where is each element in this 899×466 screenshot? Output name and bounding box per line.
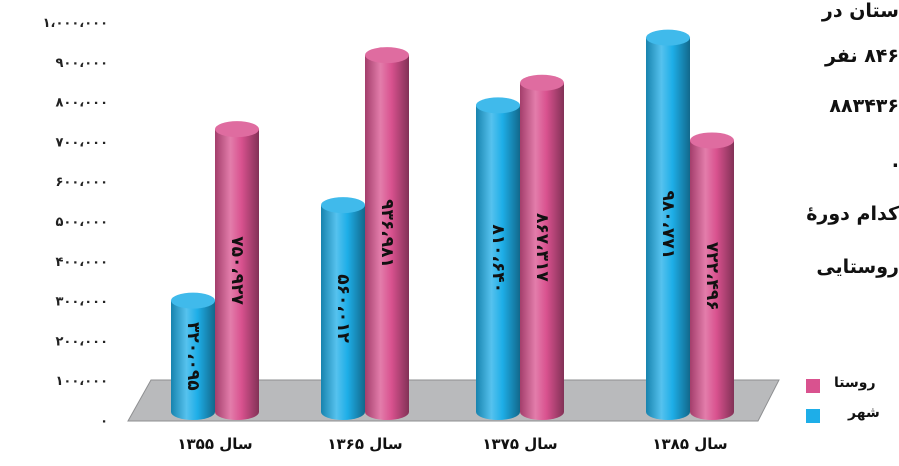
bar-value-label: ۵۶۰،۰۱۲ <box>333 274 353 343</box>
bar-top <box>215 121 259 138</box>
bar-top <box>365 47 409 64</box>
y-tick-label: ۲۰۰،۰۰۰ <box>55 334 108 349</box>
bar-body <box>171 300 215 420</box>
y-tick-label: ۶۰۰،۰۰۰ <box>55 175 108 190</box>
bar-value-label: ۳۲۰،۰۹۵ <box>183 322 203 391</box>
bar-body <box>646 37 690 421</box>
side-text-line: ۸۸۳۴۳۶ <box>829 95 899 117</box>
y-tick-label: ۱۰۰،۰۰۰ <box>55 374 108 389</box>
side-text-line: روستایی <box>816 256 899 278</box>
side-text-line: ستان در <box>821 0 899 22</box>
bar-top <box>321 197 365 214</box>
legend-swatch-urban <box>806 409 820 423</box>
y-tick-label: ۴۰۰،۰۰۰ <box>55 255 108 270</box>
legend-label-urban: شهر <box>848 405 880 421</box>
legend-swatch-rural <box>806 379 820 393</box>
x-category-label: سال ۱۳۶۵ <box>327 435 402 453</box>
y-tick-label: ۹۰۰،۰۰۰ <box>55 56 108 71</box>
bar-value-label: ۸۶۷،۳۱۷ <box>532 213 552 282</box>
x-category-label: سال ۱۳۷۵ <box>482 435 557 453</box>
bar-value-label: ۷۲۲،۴۹۶ <box>702 242 722 311</box>
legend-label-rural: روستا <box>834 375 876 391</box>
y-tick-label: ۳۰۰،۰۰۰ <box>55 295 108 310</box>
x-category-label: سال ۱۳۵۵ <box>177 435 252 453</box>
bar-body <box>690 140 734 420</box>
bar-value-label: ۷۵۰،۹۲۷ <box>227 236 247 305</box>
bar-body <box>215 129 259 421</box>
bar-value-label: ۸۱۰،۶۴۰ <box>488 224 508 293</box>
side-text-line: کدام دورهٔ <box>806 203 899 225</box>
x-category-label: سال ۱۳۸۵ <box>652 435 727 453</box>
side-text-line: ۸۴۶ نفر <box>824 45 899 67</box>
bar-top <box>646 29 690 46</box>
y-tick-label: ۷۰۰،۰۰۰ <box>55 135 108 150</box>
bar-value-label: ۹۸۰،۷۷۱ <box>658 190 678 259</box>
chart-floor <box>127 379 780 422</box>
y-tick-label: ۸۰۰،۰۰۰ <box>55 96 108 111</box>
bar-body <box>520 82 564 420</box>
bar-body <box>476 105 520 420</box>
y-tick-label: ۱،۰۰۰،۰۰۰ <box>43 16 108 31</box>
bar-body <box>365 55 409 420</box>
bar-body <box>321 205 365 420</box>
bar-top <box>690 132 734 149</box>
bar-value-label: ۹۳۶،۹۸۱ <box>377 199 397 268</box>
y-tick-label: ۰ <box>100 414 108 429</box>
bar-top <box>171 292 215 309</box>
side-text-line: . <box>891 150 899 172</box>
bar-top <box>520 74 564 91</box>
bar-top <box>476 97 520 114</box>
y-tick-label: ۵۰۰،۰۰۰ <box>55 215 108 230</box>
